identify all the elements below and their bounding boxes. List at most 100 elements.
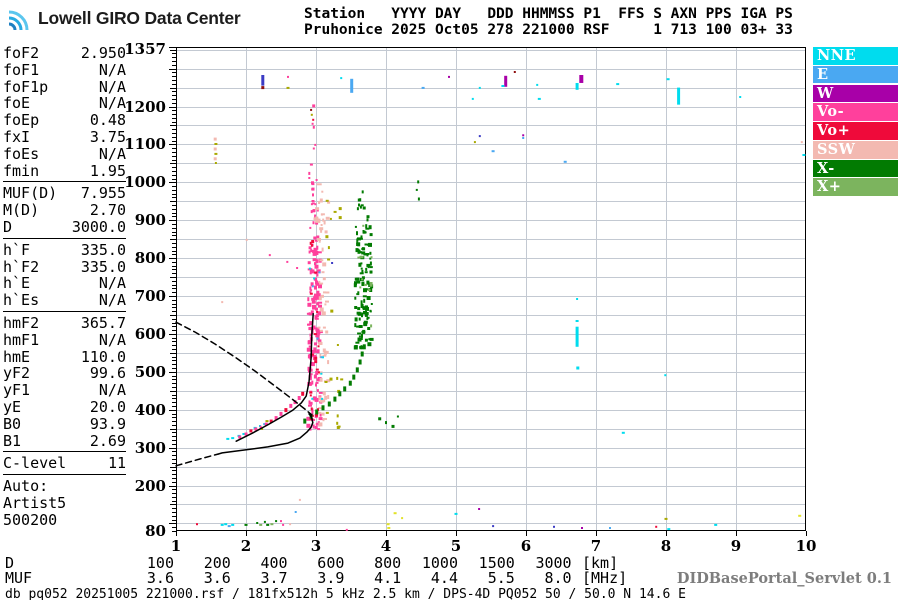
echo-mark-x-trace-column	[360, 262, 363, 265]
echo-mark-ssw-column-top	[316, 183, 322, 186]
y-tick-label: 200	[134, 476, 166, 495]
y-tick-label: 1357	[124, 40, 166, 58]
x-tick-label: 8	[660, 537, 672, 555]
echo-noise-point	[576, 366, 580, 370]
legend-item: X-	[813, 159, 898, 178]
echo-mark-x-plus-flecks	[361, 278, 364, 281]
echo-mark-x-trace-column	[361, 276, 365, 280]
parameter-divider	[3, 237, 126, 239]
echo-mark-x-trace-column	[369, 251, 372, 255]
parameter-row: hmF1 N/A	[3, 332, 126, 349]
echo-noise-point	[261, 86, 265, 90]
autoscaling-label: 500200	[3, 510, 58, 529]
scale-row-value: 600	[317, 554, 345, 572]
echo-mark-o-trace-column-dense	[310, 289, 313, 292]
echo-mark-o-trace-column-dense	[317, 428, 321, 431]
echo-mark-o-trace-column-dense	[316, 378, 320, 382]
echo-mark-vo-plus-mix	[317, 371, 320, 374]
scale-row-value: 3.7	[260, 569, 288, 587]
parameter-label: fxI	[3, 127, 31, 146]
echo-noise-point	[310, 113, 313, 116]
echo-noise-point	[213, 137, 217, 141]
echo-mark-o-trace-column-mid	[312, 221, 315, 225]
echo-mark-o-trace-column-dense	[312, 325, 316, 330]
echo-mark-o-trace-column-dense	[309, 333, 312, 337]
parameter-label: foF1	[3, 60, 40, 79]
echo-mark-x-trace-column	[360, 304, 364, 308]
ionogram-plot	[169, 47, 807, 536]
echo-mark-o-trace-column-dense	[313, 354, 317, 357]
o-trace-point	[297, 396, 301, 400]
echo-mark-ssw-column	[326, 350, 329, 354]
echo-mark-x-trace-column	[369, 271, 372, 274]
echo-mark-x-trace-column	[362, 295, 367, 298]
echo-mark-vo-plus-mix	[309, 394, 312, 397]
echo-noise-point	[280, 520, 282, 523]
x-tick-label: 7	[590, 537, 602, 555]
legend-item: W	[813, 84, 898, 103]
echo-mark-x-plus-flecks	[362, 224, 365, 227]
echo-noise-point	[454, 512, 458, 515]
echo-mark-x-trace-column	[366, 296, 371, 300]
lowell-giro-logo[interactable]: Lowell GIRO Data Center	[6, 5, 241, 32]
echo-mark-ssw-column	[327, 200, 331, 204]
o-trace-point	[259, 425, 262, 429]
echo-mark-o-trace-column-dense	[313, 247, 318, 251]
parameter-value: 2.950	[80, 44, 126, 62]
parameter-row: h`E N/A	[3, 275, 126, 292]
echo-mark-ssw-column	[322, 354, 327, 357]
echo-mark-blue-flecks	[320, 356, 323, 359]
x-trace-point	[321, 405, 325, 411]
x-trace-point	[358, 359, 362, 365]
echo-noise-point	[312, 118, 315, 121]
echo-mark-ssw-column	[317, 411, 322, 414]
parameter-row: C-level 11	[3, 455, 126, 472]
parameter-row: foF1p N/A	[3, 78, 126, 96]
parameter-value: 2.70	[89, 201, 126, 220]
echo-noise-point	[378, 417, 382, 421]
transmission-curve	[175, 321, 313, 416]
echo-mark-x-trace-column	[359, 272, 364, 275]
scale-row-value: 3.9	[317, 569, 345, 587]
echo-mark-olive-flecks	[333, 210, 337, 213]
echo-mark-ssw-column	[322, 262, 327, 267]
echo-mark-o-trace-column-dense	[318, 417, 323, 421]
echo-mark-x-trace-column	[354, 323, 357, 328]
echo-mark-o-trace-column-dense	[310, 355, 314, 358]
echo-mark-cyan-flecks	[320, 372, 323, 375]
echo-noise-point	[478, 135, 481, 138]
echo-mark-o-trace-column-dense	[316, 290, 320, 295]
parameter-label: yF2	[3, 364, 31, 383]
electron-density-profile	[217, 413, 314, 455]
echo-mark-o-trace-column-dense	[307, 302, 312, 307]
echo-mark-o-trace-column-dense	[312, 307, 317, 310]
echo-mark-x-trace-column	[358, 262, 362, 267]
echo-mark-x-trace-column	[356, 243, 360, 246]
echo-mark-x-trace-column	[361, 247, 364, 251]
o-trace-point	[238, 435, 242, 439]
echo-mark-olive-flecks	[329, 377, 333, 381]
echo-mark-ssw-column	[318, 239, 321, 243]
echo-mark-olive-flecks	[330, 309, 334, 313]
echo-mark-o-trace-column-dense	[310, 361, 313, 366]
echo-mark-ssw-column	[318, 296, 322, 301]
echo-mark-x-trace-column	[366, 316, 370, 319]
echo-mark-x-trace-column	[369, 266, 373, 269]
echo-mark-o-trace-column-dense	[309, 428, 312, 431]
echo-mark-vo-plus-mix	[316, 310, 319, 313]
echo-mark-x-trace-column	[369, 288, 373, 292]
echo-mark-blue-flecks	[311, 285, 314, 288]
x-trace-point	[352, 374, 356, 380]
echo-noise-point	[537, 97, 541, 100]
y-tick-label: 80	[145, 522, 166, 540]
echo-bar	[575, 83, 579, 90]
parameter-label: M(D)	[3, 201, 40, 220]
header-values-line: Pruhonice 2025 Oct05 278 221000 RSF 1 71…	[304, 21, 793, 38]
echo-mark-o-trace-column-mid	[311, 181, 314, 185]
x-tick-label: 2	[240, 537, 252, 555]
echo-mark-o-trace-column-dense	[312, 258, 317, 262]
parameter-value: 2.69	[89, 431, 126, 450]
echo-mark-x-trace-column	[358, 237, 363, 240]
echo-mark-o-trace-column-dense	[316, 269, 321, 274]
echo-noise-point	[221, 301, 224, 304]
